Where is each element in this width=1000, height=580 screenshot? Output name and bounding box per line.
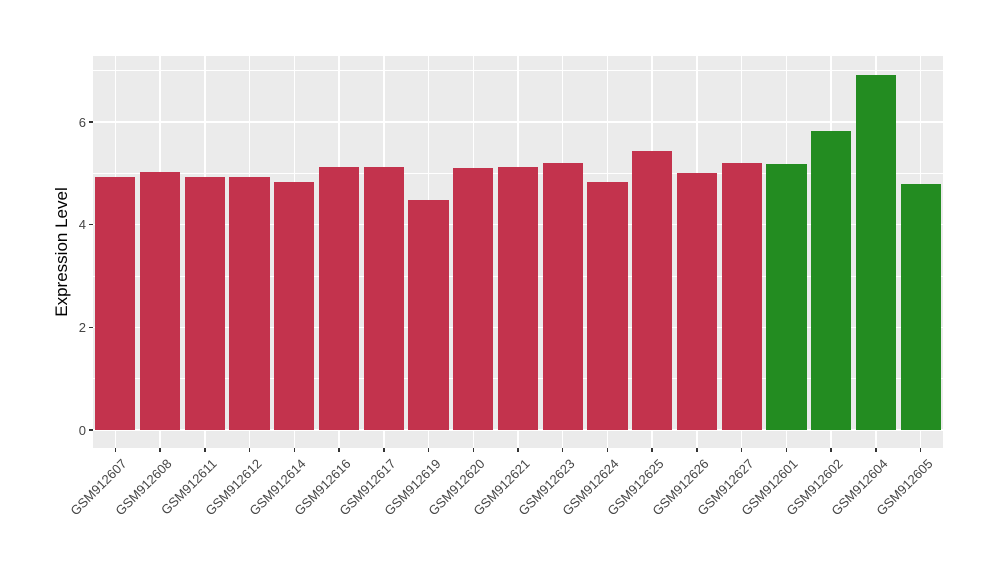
- bar-GSM912601: [766, 163, 807, 430]
- x-axis-tick-GSM912623: [561, 448, 564, 452]
- x-axis-tick-GSM912602: [830, 448, 832, 452]
- x-axis-tick-GSM912605: [919, 448, 922, 452]
- y-axis-tick-2: [89, 326, 93, 329]
- bar-GSM912620: [453, 168, 494, 430]
- x-axis-tick-GSM912611: [204, 448, 206, 452]
- bar-GSM912602: [811, 130, 852, 430]
- y-axis-tick-6: [89, 121, 93, 123]
- bar-GSM912605: [900, 183, 941, 430]
- x-axis-tick-GSM912612: [248, 448, 251, 452]
- x-axis-tick-GSM912619: [427, 448, 430, 452]
- y-tick-label-2: 2: [78, 319, 86, 335]
- x-axis-tick-GSM912604: [875, 448, 877, 452]
- bar-GSM912627: [721, 162, 762, 430]
- bar-GSM912607: [95, 176, 136, 430]
- x-axis-tick-GSM912624: [606, 448, 609, 452]
- x-axis-tick-GSM912621: [517, 448, 519, 452]
- x-axis-tick-GSM912607: [114, 448, 117, 452]
- plot-panel: [93, 56, 943, 448]
- bar-GSM912611: [184, 177, 225, 430]
- y-tick-label-6: 6: [78, 114, 86, 130]
- bar-GSM912624: [587, 181, 628, 430]
- y-axis-tick-4: [89, 223, 93, 226]
- bar-GSM912626: [676, 172, 718, 430]
- bar-GSM912604: [855, 74, 896, 430]
- y-tick-label-0: 0: [78, 422, 86, 438]
- bar-GSM912619: [408, 199, 449, 430]
- bar-GSM912625: [632, 150, 673, 430]
- bar-GSM912616: [318, 166, 360, 430]
- x-axis-tick-GSM912617: [383, 448, 385, 452]
- bar-GSM912621: [497, 166, 539, 430]
- y-axis-tick-0: [89, 429, 93, 431]
- bar-GSM912612: [229, 176, 270, 430]
- x-axis-tick-GSM912608: [159, 448, 161, 452]
- bar-GSM912623: [542, 163, 583, 430]
- x-axis-tick-GSM912620: [472, 448, 474, 452]
- x-axis-tick-GSM912601: [785, 448, 788, 452]
- x-axis-tick-GSM912614: [293, 448, 296, 452]
- bar-GSM912614: [274, 181, 315, 430]
- x-axis-tick-GSM912625: [651, 448, 653, 452]
- x-axis-tick-GSM912616: [338, 448, 340, 452]
- bar-GSM912608: [139, 172, 181, 430]
- bar-GSM912617: [363, 166, 404, 430]
- y-tick-label-4: 4: [78, 217, 86, 233]
- x-axis-tick-GSM912627: [740, 448, 743, 452]
- x-axis-tick-GSM912626: [696, 448, 698, 452]
- y-axis-title: Expression Level: [52, 187, 71, 317]
